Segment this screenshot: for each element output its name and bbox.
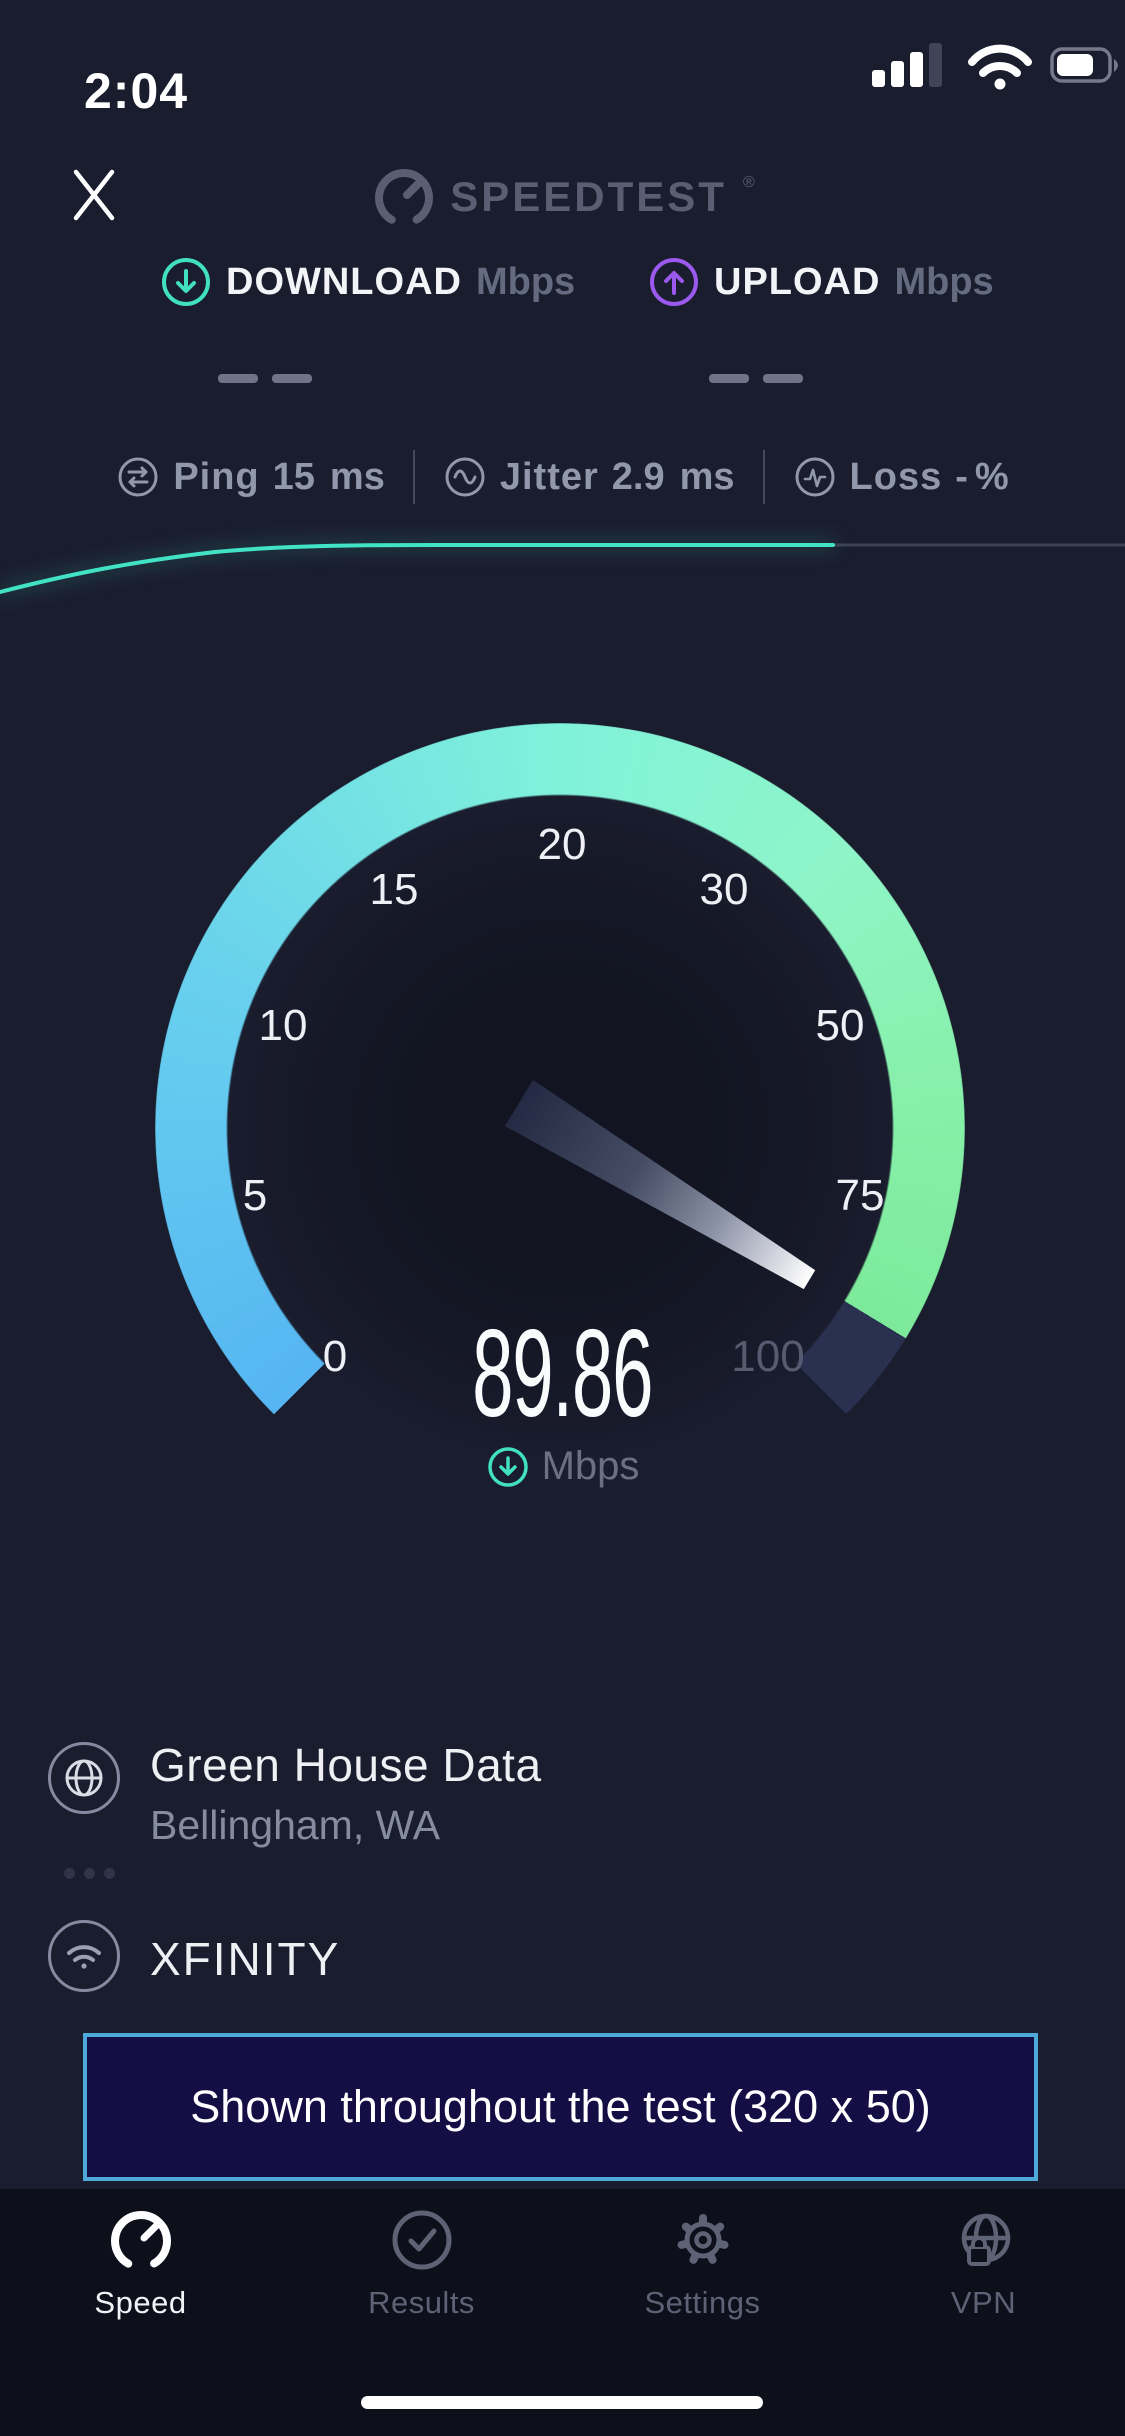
- tab-results-label: Results: [368, 2285, 475, 2320]
- isp-name: XFINITY: [150, 1933, 341, 1985]
- vpn-globe-lock-icon: [961, 2213, 1010, 2266]
- upload-header: UPLOAD Mbps: [648, 256, 994, 308]
- jitter-icon: [445, 457, 485, 497]
- jitter-value: 2.9: [611, 455, 665, 498]
- tab-settings[interactable]: Settings: [562, 2189, 843, 2436]
- tab-results[interactable]: Results: [281, 2189, 562, 2436]
- speed-gauge-icon: [110, 2211, 171, 2271]
- ad-banner-text: Shown throughout the test (320 x 50): [190, 2081, 931, 2132]
- home-indicator[interactable]: [361, 2396, 763, 2409]
- divider: [762, 450, 765, 504]
- download-label: DOWNLOAD: [226, 260, 462, 303]
- tab-speed[interactable]: Speed: [0, 2189, 281, 2436]
- battery-icon: [1050, 47, 1118, 83]
- gauge-tick-5: 5: [242, 1171, 268, 1220]
- gauge-tick-15: 15: [369, 865, 419, 914]
- tab-vpn-label: VPN: [950, 2285, 1017, 2320]
- loss-value: -: [955, 455, 968, 498]
- server-progress-dots: [64, 1868, 115, 1879]
- settings-gear-icon: [677, 2214, 728, 2264]
- gauge-tick-50: 50: [815, 1001, 865, 1050]
- latency-stats-row: Ping 15 ms Jitter 2.9 ms Loss - %: [0, 450, 1125, 504]
- status-time: 2:04: [84, 63, 189, 119]
- current-speed-unit: Mbps: [541, 1444, 640, 1488]
- current-speed-unit-row: Mbps: [0, 1444, 1125, 1489]
- wifi-icon: [968, 44, 1032, 90]
- ping-value: 15: [272, 455, 315, 498]
- progress-line-chart: [0, 542, 1125, 594]
- gauge-tick-100: 100: [731, 1332, 805, 1381]
- speedtest-gauge-icon: [375, 169, 434, 227]
- loss-unit: %: [974, 455, 1009, 498]
- ping-icon: [118, 457, 158, 497]
- loss-label: Loss: [849, 455, 943, 498]
- upload-label: UPLOAD: [714, 260, 881, 303]
- jitter-label: Jitter: [499, 455, 599, 498]
- gauge-tick-75: 75: [835, 1171, 885, 1220]
- loss-icon: [795, 457, 835, 497]
- current-speed-value-wrap: 89.86: [0, 1312, 1125, 1474]
- gauge-tick-30: 30: [699, 865, 749, 914]
- ping-unit: ms: [329, 455, 385, 498]
- divider: [412, 450, 415, 504]
- server-location: Bellingham, WA: [150, 1802, 441, 1848]
- server-name: Green House Data: [150, 1739, 542, 1791]
- current-speed-value: 89.86: [472, 1305, 653, 1443]
- ping-stat: Ping 15 ms: [116, 455, 385, 499]
- gauge-tick-10: 10: [258, 1001, 308, 1050]
- speedtest-logo: SPEEDTEST ®: [0, 164, 1125, 230]
- globe-icon: [65, 1759, 103, 1797]
- tab-vpn[interactable]: VPN: [843, 2189, 1124, 2436]
- download-icon: [162, 258, 210, 306]
- jitter-unit: ms: [679, 455, 735, 498]
- upload-value-placeholder: [709, 374, 803, 383]
- results-check-icon: [392, 2210, 451, 2270]
- tab-speed-label: Speed: [94, 2285, 187, 2320]
- tab-settings-label: Settings: [644, 2285, 761, 2320]
- status-icons: [872, 43, 1118, 90]
- ad-banner[interactable]: Shown throughout the test (320 x 50): [83, 2033, 1038, 2181]
- cellular-signal-icon: [872, 43, 942, 87]
- ping-label: Ping: [173, 455, 260, 498]
- jitter-stat: Jitter 2.9 ms: [443, 455, 735, 499]
- upload-unit: Mbps: [894, 260, 994, 303]
- gauge-needle: [504, 1079, 816, 1290]
- download-header: DOWNLOAD Mbps: [160, 256, 575, 308]
- server-icon-circle: [48, 1742, 120, 1814]
- upload-icon: [650, 258, 698, 306]
- gauge-tick-20: 20: [537, 820, 587, 869]
- logo-trademark: ®: [742, 174, 755, 191]
- loss-stat: Loss - %: [793, 455, 1009, 499]
- isp-icon-circle: [48, 1920, 120, 1992]
- close-icon[interactable]: [64, 162, 128, 226]
- download-value-placeholder: [218, 374, 312, 383]
- wifi-icon: [67, 1945, 101, 1969]
- logo-text: SPEEDTEST: [450, 173, 727, 220]
- gauge-tick-0: 0: [322, 1332, 348, 1381]
- tab-bar: Speed Results: [0, 2189, 1125, 2436]
- download-icon: [487, 1446, 528, 1487]
- download-unit: Mbps: [475, 260, 576, 303]
